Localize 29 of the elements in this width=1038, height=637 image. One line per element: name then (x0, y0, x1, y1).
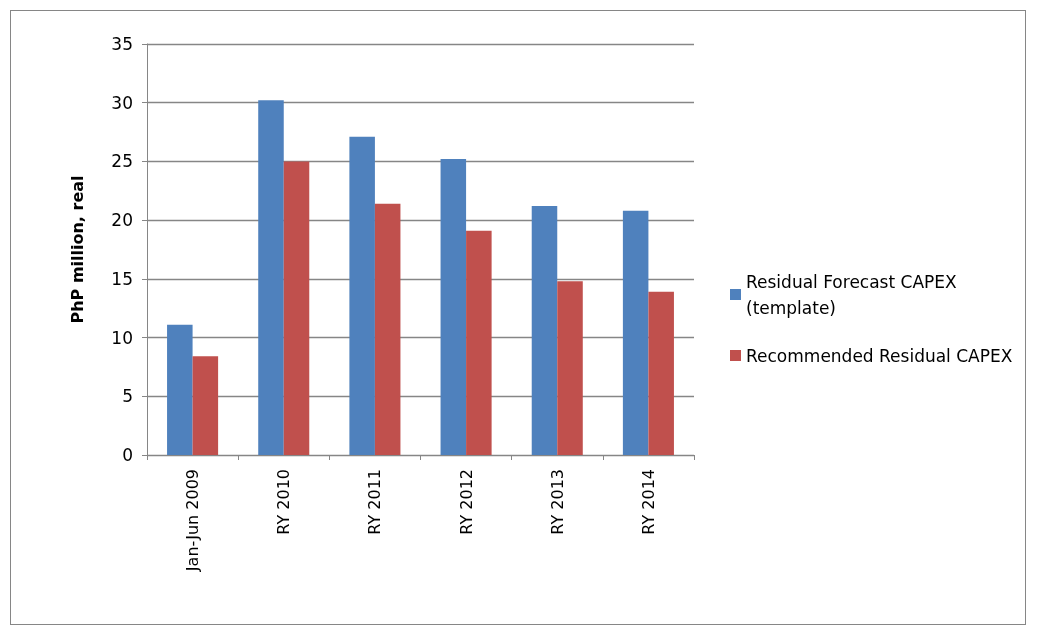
y-axis-title: PhP million, real (67, 175, 87, 324)
x-tick-label: Jan-Jun 2009 (183, 469, 203, 573)
bar (622, 210, 649, 455)
y-tick-label: 30 (111, 92, 133, 113)
bar (466, 230, 492, 455)
bar (557, 281, 583, 455)
y-tick-label: 0 (122, 445, 133, 465)
x-tick-label: RY 2013 (547, 469, 567, 535)
y-tick-label: 35 (111, 34, 133, 54)
bar (283, 161, 310, 455)
y-tick-label: 15 (111, 268, 133, 289)
bar (192, 356, 219, 455)
bar (440, 159, 467, 455)
x-tick-label: RY 2012 (456, 469, 476, 535)
bar (167, 324, 193, 455)
bar (648, 291, 674, 455)
bar (258, 100, 284, 455)
bar (349, 136, 375, 455)
x-tick-label: RY 2010 (274, 469, 294, 535)
x-tick-label: RY 2011 (365, 469, 385, 535)
y-tick-label: 10 (111, 327, 133, 348)
bar (374, 203, 401, 455)
y-tick-label: 25 (111, 151, 133, 172)
bar (531, 206, 558, 455)
y-tick-label: 5 (122, 386, 133, 407)
legend-label: Residual Forecast CAPEX (template) (746, 271, 963, 318)
x-tick-label: RY 2014 (638, 469, 658, 535)
legend-label: Recommended Residual CAPEX (746, 345, 1013, 366)
y-tick-label: 20 (111, 210, 133, 231)
